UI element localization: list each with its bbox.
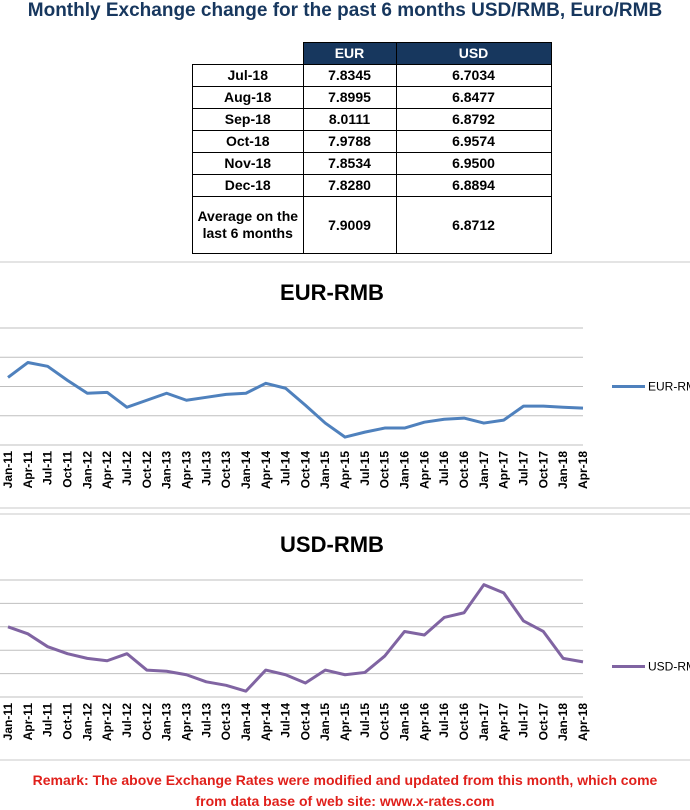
x-tick-label: Oct-16 (457, 703, 471, 741)
month-cell: Jul-18 (192, 64, 304, 87)
x-tick-label: Jan-12 (80, 451, 94, 489)
page-title: Monthly Exchange change for the past 6 m… (27, 0, 663, 21)
x-tick-label: Apr-14 (259, 451, 273, 489)
x-tick-label: Jul-11 (41, 703, 55, 737)
rate-cell: 7.8995 (302, 86, 397, 109)
x-tick-label: Oct-14 (298, 703, 312, 741)
header-row: EUR USD (193, 42, 552, 65)
month-cell: Dec-18 (192, 174, 304, 197)
x-tick-label: Jan-17 (477, 703, 491, 741)
header-cell: EUR (302, 42, 397, 65)
x-tick-label: Apr-18 (576, 703, 590, 741)
x-tick-label: Jul-14 (279, 451, 293, 486)
chart-frame (0, 261, 690, 509)
x-tick-label: Jan-16 (398, 703, 412, 741)
x-tick-label: Jan-13 (160, 703, 174, 741)
x-tick-label: Apr-11 (21, 703, 35, 741)
x-tick-label: Apr-12 (100, 703, 114, 741)
x-tick-label: Apr-16 (417, 703, 431, 741)
x-tick-label: Oct-11 (60, 703, 74, 740)
x-tick-label: Oct-17 (536, 703, 550, 741)
x-tick-label: Jan-16 (398, 451, 412, 489)
x-tick-label: Oct-12 (140, 703, 154, 741)
rate-cell: 7.9009 (302, 196, 397, 254)
x-tick-label: Apr-11 (21, 451, 35, 489)
table-row: Nov-18 7.8534 6.9500 (192, 152, 552, 175)
data-line (7, 361, 584, 439)
x-tick-label: Oct-15 (378, 703, 392, 741)
rate-cell: 6.8712 (395, 196, 552, 254)
x-tick-label: Apr-16 (417, 451, 431, 489)
x-tick-label: Oct-17 (536, 451, 550, 489)
table-row: Aug-18 7.8995 6.8477 (192, 86, 552, 109)
x-tick-label: Oct-13 (219, 451, 233, 489)
rate-table: EUR USD Jul-18 7.8345 6.7034 Aug-18 7.8995 6.8… (192, 42, 552, 254)
rate-cell: 6.9500 (395, 152, 552, 175)
x-tick-label: Jul-12 (120, 451, 134, 486)
x-tick-label: Jul-13 (199, 703, 213, 738)
table-row: Average on the last 6 months 7.9009 6.8712 (192, 196, 552, 254)
table-body: Jul-18 7.8345 6.7034 Aug-18 7.8995 6.8477 Sep-… (192, 64, 552, 254)
legend-label: USD-RMB (648, 660, 690, 674)
x-tick-label: Jul-17 (517, 703, 531, 738)
x-tick-label: Apr-17 (497, 451, 511, 489)
header-cell: USD (395, 42, 552, 65)
x-tick-label: Oct-15 (378, 451, 392, 489)
x-tick-label: Jan-13 (160, 451, 174, 489)
x-tick-label: Apr-13 (179, 451, 193, 489)
x-tick-label: Jul-14 (279, 703, 293, 738)
x-tick-label: Jan-12 (80, 703, 94, 741)
x-tick-label: Apr-13 (179, 703, 193, 741)
x-tick-label: Jul-17 (517, 451, 531, 486)
x-tick-label: Jan-15 (318, 703, 332, 741)
x-tick-label: Apr-15 (338, 451, 352, 489)
x-tick-label: Jan-11 (1, 703, 15, 741)
x-tick-label: Jan-18 (556, 451, 570, 489)
chart-title: EUR-RMB (280, 280, 384, 305)
x-tick-label: Oct-14 (298, 451, 312, 489)
rate-cell: 7.8345 (302, 64, 397, 87)
x-tick-label: Jul-15 (358, 703, 372, 738)
x-tick-label: Jan-15 (318, 451, 332, 489)
x-tick-label: Apr-17 (497, 703, 511, 741)
x-tick-label: Jul-11 (41, 451, 55, 485)
x-tick-label: Jan-17 (477, 451, 491, 489)
legend-label: EUR-RMB (648, 380, 690, 394)
month-cell: Average on the last 6 months (192, 196, 304, 254)
x-tick-label: Oct-16 (457, 451, 471, 489)
x-tick-label: Jul-13 (199, 451, 213, 486)
x-tick-label: Jan-11 (1, 451, 15, 489)
x-tick-label: Jul-16 (437, 451, 451, 486)
rate-cell: 6.8792 (395, 108, 552, 131)
table-row: Oct-18 7.9788 6.9574 (192, 130, 552, 153)
chart-frame (0, 513, 690, 761)
x-tick-label: Jul-16 (437, 703, 451, 738)
x-tick-label: Apr-18 (576, 451, 590, 489)
chart-title: USD-RMB (280, 532, 384, 557)
month-cell: Oct-18 (192, 130, 304, 153)
rate-cell: 7.8534 (302, 152, 397, 175)
x-tick-label: Apr-12 (100, 451, 114, 489)
rate-cell: 6.8894 (395, 174, 552, 197)
table-row: Sep-18 8.0111 6.8792 (192, 108, 552, 131)
x-tick-label: Apr-14 (259, 703, 273, 741)
x-tick-label: Jan-14 (239, 451, 253, 489)
x-tick-label: Jul-15 (358, 451, 372, 486)
remark: from data base of web site: www.x-rates.… (195, 793, 495, 809)
x-tick-label: Jan-18 (556, 703, 570, 741)
rate-cell: 6.8477 (395, 86, 552, 109)
x-tick-label: Oct-11 (60, 451, 74, 488)
x-tick-label: Jan-14 (239, 703, 253, 741)
data-line (7, 583, 584, 693)
table-row: Dec-18 7.8280 6.8894 (192, 174, 552, 197)
x-tick-label: Oct-12 (140, 451, 154, 489)
x-tick-label: Jul-12 (120, 703, 134, 738)
x-tick-label: Apr-15 (338, 703, 352, 741)
x-tick-label: Oct-13 (219, 703, 233, 741)
remark: Remark: The above Exchange Rates were mo… (32, 772, 658, 788)
